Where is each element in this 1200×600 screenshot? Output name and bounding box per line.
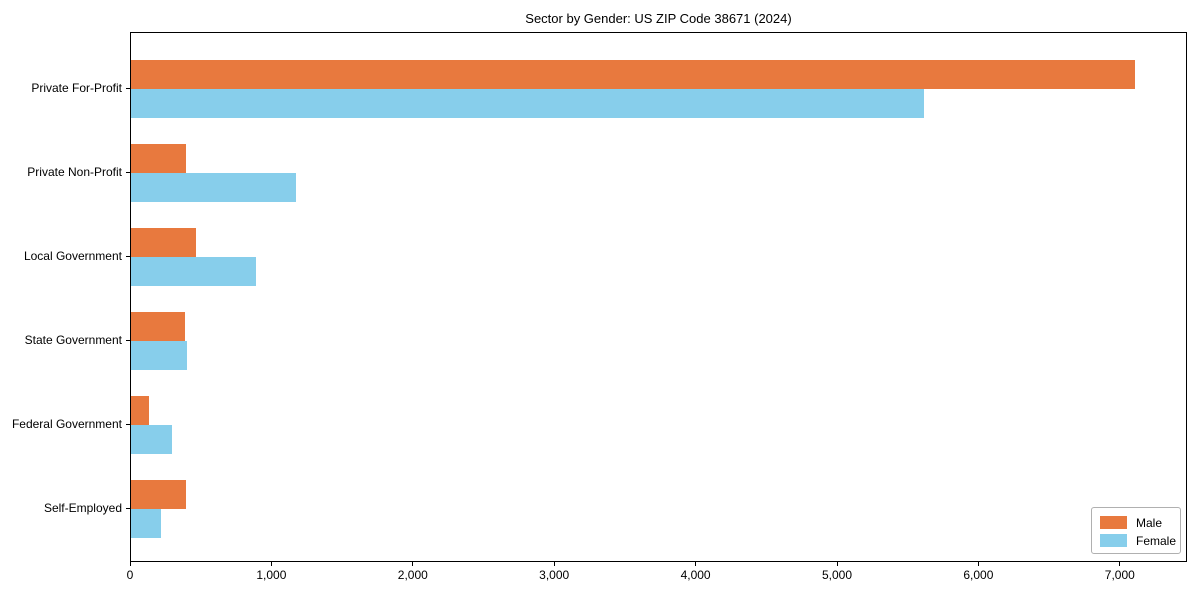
chart-title: Sector by Gender: US ZIP Code 38671 (202…: [525, 11, 792, 26]
x-tick-label: 3,000: [539, 568, 570, 582]
y-tick-mark: [126, 172, 130, 173]
y-category-label: Federal Government: [11, 417, 122, 431]
legend-swatch-male: [1100, 516, 1127, 529]
bar-female-4: [131, 425, 172, 454]
x-tick-label: 1,000: [256, 568, 287, 582]
bar-male-3: [131, 312, 186, 341]
x-tick-mark: [836, 562, 838, 566]
bar-female-0: [131, 89, 925, 118]
bar-female-1: [131, 173, 297, 202]
y-category-label: Private For-Profit: [31, 81, 122, 95]
plot-area: Male Female: [130, 32, 1187, 562]
x-tick-label: 5,000: [821, 568, 853, 582]
x-tick-mark: [270, 562, 272, 566]
y-tick-mark: [126, 508, 130, 509]
y-tick-mark: [126, 340, 130, 341]
legend-label: Female: [1136, 533, 1177, 548]
legend-item-female: Female: [1100, 532, 1176, 549]
x-tick-mark: [553, 562, 555, 566]
bar-female-2: [131, 257, 257, 286]
bar-male-4: [131, 396, 150, 425]
bar-male-2: [131, 228, 196, 257]
x-tick-label: 6,000: [963, 568, 994, 582]
legend-swatch-female: [1100, 534, 1127, 547]
legend-item-male: Male: [1100, 514, 1172, 531]
x-tick-label: 0: [126, 568, 134, 582]
x-tick-mark: [412, 562, 414, 566]
y-category-label: Self-Employed: [43, 501, 122, 515]
y-tick-mark: [126, 88, 130, 89]
bar-male-0: [131, 60, 1135, 89]
x-tick-mark: [695, 562, 697, 566]
x-tick-label: 4,000: [680, 568, 711, 582]
y-category-label: Local Government: [23, 249, 122, 263]
legend-label: Male: [1136, 515, 1163, 530]
y-tick-mark: [126, 256, 130, 257]
x-tick-label: 7,000: [1104, 568, 1135, 582]
x-tick-mark: [129, 562, 131, 566]
y-category-label: State Government: [24, 333, 122, 347]
bar-female-3: [131, 341, 187, 370]
bar-male-1: [131, 144, 187, 173]
bar-male-5: [131, 480, 187, 509]
x-tick-mark: [977, 562, 979, 566]
y-category-label: Private Non-Profit: [27, 165, 122, 179]
bar-female-5: [131, 509, 161, 538]
x-tick-label: 2,000: [397, 568, 428, 582]
y-tick-mark: [126, 424, 130, 425]
legend: Male Female: [1091, 507, 1181, 554]
x-tick-mark: [1119, 562, 1121, 566]
